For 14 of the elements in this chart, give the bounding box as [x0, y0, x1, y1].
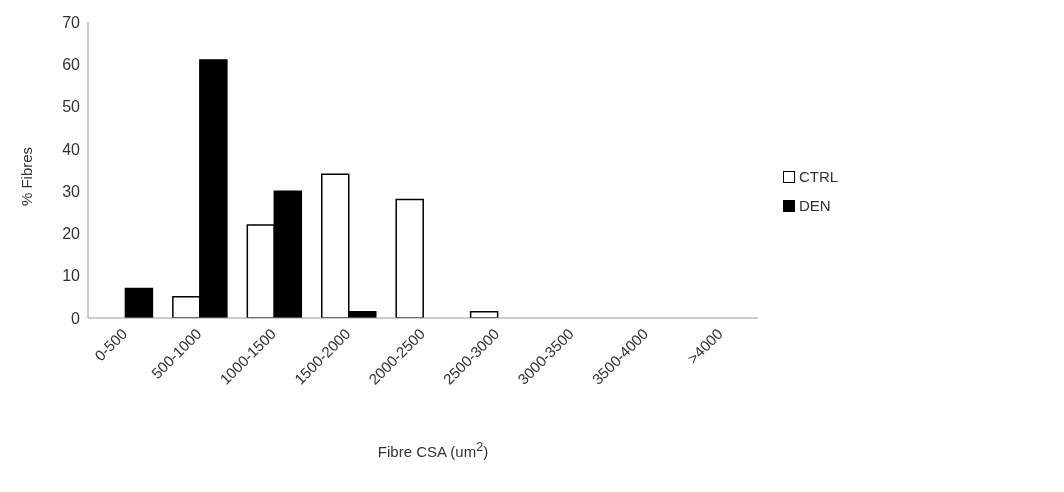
y-tick-label: 20: [62, 225, 81, 243]
legend-label: DEN: [799, 197, 831, 214]
y-axis-title: % Fibres: [17, 145, 35, 209]
y-tick-label: 70: [62, 13, 81, 31]
x-axis-title: Fibre CSA (um$^{2}$): [376, 440, 490, 460]
y-tick-label: 0: [71, 309, 81, 327]
bar: [124, 287, 154, 318]
y-tick-label: 50: [62, 98, 81, 116]
legend-label: CTRL: [799, 168, 839, 185]
y-tick-label: 40: [62, 140, 81, 158]
y-tick-label: 10: [62, 267, 81, 285]
y-tick-label: 60: [62, 55, 81, 73]
bar: [395, 198, 424, 318]
y-tick-label: 30: [62, 182, 81, 200]
